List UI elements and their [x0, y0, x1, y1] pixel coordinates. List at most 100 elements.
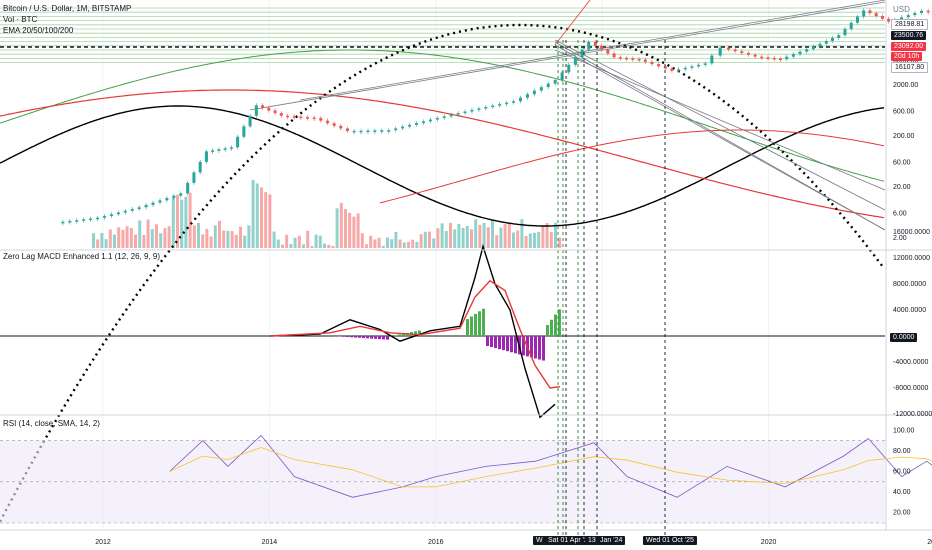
candle-body	[580, 49, 584, 58]
volume-bar	[419, 234, 423, 248]
volume-bar	[474, 219, 478, 248]
candle-body	[779, 58, 782, 61]
volume-bar	[251, 179, 255, 248]
macd-histogram-bar	[486, 336, 489, 347]
candle-body	[449, 114, 453, 117]
candle-body	[837, 35, 841, 39]
candle-body	[612, 53, 616, 58]
candle-body	[849, 22, 853, 29]
volume-bar	[390, 239, 394, 248]
volume-bar	[411, 239, 415, 248]
volume-bar	[188, 192, 192, 248]
date-tag-apr23: Sat 01 Apr '23	[545, 536, 595, 545]
volume-bar	[285, 234, 289, 248]
candle-body	[456, 113, 460, 115]
macd-tick-label: 4000.0000	[893, 307, 926, 314]
volume-bar	[268, 194, 272, 248]
candle-body	[435, 117, 439, 120]
volume-bar	[495, 235, 499, 248]
volume-bar	[129, 227, 133, 248]
candle-body	[772, 57, 776, 60]
macd-tick-label: -4000.0000	[893, 359, 929, 366]
volume-bar	[352, 216, 356, 248]
candle-body	[179, 193, 183, 196]
dotted-arc	[0, 23, 885, 523]
candle-body	[906, 15, 910, 18]
volume-bar	[247, 225, 251, 248]
candle-body	[855, 16, 859, 23]
volume-bar	[512, 232, 515, 248]
candle-body	[137, 207, 141, 210]
candle-body	[498, 104, 502, 106]
volume-bar	[507, 223, 511, 248]
macd-histogram-bar	[558, 309, 561, 336]
candle-body	[312, 117, 316, 120]
volume-bar	[272, 231, 276, 248]
volume-bar	[549, 232, 553, 248]
volume-bar	[545, 223, 549, 248]
candle-body	[677, 69, 681, 71]
volume-bar	[436, 228, 440, 248]
volume-bar	[167, 226, 171, 248]
candle-body	[718, 47, 722, 56]
volume-bar	[503, 224, 507, 248]
candle-body	[546, 83, 550, 88]
candle-body	[650, 61, 654, 65]
volume-bar	[428, 231, 431, 248]
candle-body	[279, 113, 283, 116]
red-cycle-curve-2	[379, 129, 885, 204]
candle-body	[740, 51, 744, 54]
volume-bar	[558, 237, 562, 248]
volume-bar	[344, 209, 347, 248]
volume-bar	[289, 243, 293, 248]
macd-histogram-bar	[550, 319, 553, 336]
candle-body	[690, 66, 694, 68]
trend-line-red	[554, 0, 591, 46]
x-tick-label: 2016	[428, 539, 444, 546]
candle-body	[733, 49, 737, 52]
rsi-legend: RSI (14, close, SMA, 14, 2)	[3, 419, 100, 428]
candle-body	[532, 90, 536, 95]
candle-body	[319, 118, 323, 121]
macd-histogram-bar	[394, 335, 397, 336]
volume-bar	[222, 230, 226, 248]
volume-bar	[453, 229, 457, 248]
candle-body	[380, 130, 384, 132]
candle-body	[484, 107, 488, 109]
candle-body	[868, 10, 872, 14]
candle-body	[421, 121, 425, 124]
volume-bar	[407, 241, 410, 248]
candle-body	[683, 67, 687, 70]
volume-bar	[243, 235, 247, 248]
candle-body	[172, 195, 176, 199]
volume-bar	[369, 235, 373, 248]
volume-bar	[499, 227, 503, 248]
candle-body	[824, 40, 828, 44]
macd-histogram-bar	[362, 336, 365, 339]
volume-bar	[184, 196, 188, 248]
volume-bar	[104, 239, 108, 248]
vertical-markers	[557, 40, 666, 535]
candle-body	[408, 124, 412, 127]
symbol-title: Bitcoin / U.S. Dollar, 1M, BITSTAMP	[3, 4, 132, 13]
candle-body	[373, 130, 377, 132]
volume-bar	[449, 222, 452, 248]
volume-bar	[415, 242, 419, 248]
volume-bar	[230, 231, 234, 248]
candle-body	[505, 102, 509, 105]
candle-body	[791, 54, 795, 57]
candle-body	[273, 110, 277, 114]
x-tick-label: 2014	[262, 539, 278, 546]
volume-bar	[205, 228, 209, 248]
date-tag-jan24: Jan '24	[597, 536, 626, 545]
volume-bar	[323, 243, 326, 248]
candle-body	[359, 130, 363, 133]
volume-bar	[100, 233, 104, 248]
date-tag-week: W	[533, 536, 546, 545]
volume-bar	[117, 227, 121, 248]
trend-line	[249, 1, 886, 111]
candle-body	[519, 97, 522, 102]
rsi-pane	[0, 434, 932, 524]
candle-body	[697, 64, 701, 67]
volume-bar	[335, 208, 339, 248]
